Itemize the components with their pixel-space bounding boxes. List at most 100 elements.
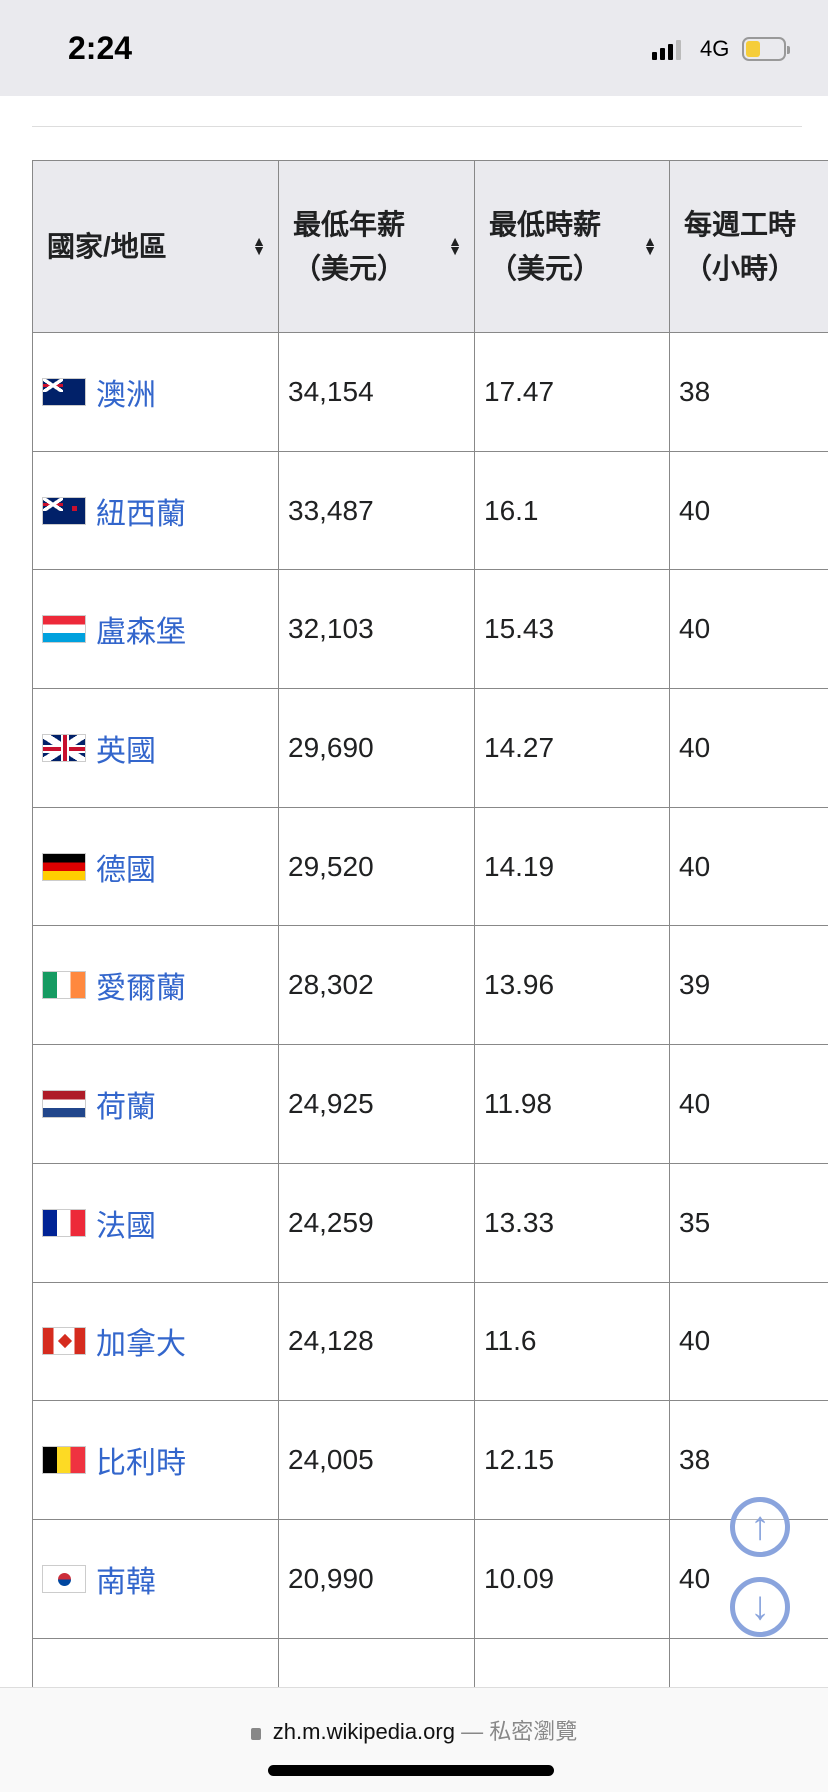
separator: — [454,1719,490,1744]
hourly-wage-cell: 17.47 [474,332,670,452]
network-type: 4G [700,36,730,61]
arrow-down-icon: ↓ [750,1584,770,1628]
browser-bottom-bar: zh.m.wikipedia.org — 私密瀏覽 [0,1687,828,1792]
table-row: 荷蘭 24,925 11.98 40 [32,1044,828,1164]
flag-france-icon [42,1208,86,1237]
country-link[interactable]: 愛爾蘭 [96,972,186,1006]
hourly-wage-cell: 13.96 [474,925,670,1046]
flag-australia-icon [42,377,86,406]
flag-south-korea-icon [42,1564,86,1593]
table-row: 南韓 20,990 10.09 40 [32,1518,828,1639]
home-indicator[interactable] [268,1765,554,1776]
country-link[interactable]: 紐西蘭 [96,497,186,531]
hourly-wage-cell: 11.98 [474,1044,670,1164]
weekly-hours-cell: 40 [669,1044,828,1164]
country-link[interactable]: 比利時 [96,1447,186,1481]
hourly-wage-cell: 11.6 [474,1281,670,1402]
battery-icon [742,37,790,61]
country-link[interactable]: 德國 [96,853,156,887]
sort-icon[interactable]: ▲ ▼ [643,233,657,258]
weekly-hours-cell: 35 [669,1162,828,1283]
table-row: 德國 29,520 14.19 40 [32,806,828,927]
hourly-wage-cell: 12.15 [474,1400,670,1520]
url-bar[interactable]: zh.m.wikipedia.org — 私密瀏覽 [0,1714,828,1746]
table-row: 澳洲 34,154 17.47 38 [32,332,828,452]
header-label: 每週工時 [684,209,797,241]
column-header[interactable]: 國家/地區 ▲ ▼ [32,160,279,333]
annual-wage-cell: 34,154 [278,332,475,452]
sort-icon[interactable]: ▲ ▼ [252,233,266,258]
minimum-wage-table: 國家/地區 ▲ ▼ 最低年薪 （美元） ▲ ▼ 最低時薪 （美元） ▲ ▼ 每週工時 （小時） 澳洲 3… [32,160,828,1687]
weekly-hours-cell: 40 [669,688,828,808]
table-row: 比利時 24,005 12.15 38 [32,1400,828,1520]
flag-uk-icon [42,733,86,762]
country-link[interactable]: 荷蘭 [96,1090,156,1124]
header-unit: （美元） [293,252,406,284]
weekly-hours-cell: 40 [669,806,828,927]
status-bar: 2:24 4G [0,0,828,96]
weekly-hours-cell: 40 [669,1281,828,1402]
weekly-hours-cell: 38 [669,1400,828,1520]
weekly-hours-cell: 40 [669,569,828,690]
table-row: 加拿大 24,128 11.6 40 [32,1281,828,1402]
country-link[interactable]: 南韓 [96,1565,156,1599]
header-unit: （美元） [489,252,602,284]
country-cell: 南韓 [32,1518,279,1639]
column-header[interactable]: 最低時薪 （美元） ▲ ▼ [474,160,670,333]
country-link[interactable]: 盧森堡 [96,616,186,650]
weekly-hours-cell: 38 [669,332,828,452]
annual-wage-cell: 29,690 [278,688,475,808]
annual-wage-cell: 29,520 [278,806,475,927]
lock-icon [250,1728,261,1740]
flag-new-zealand-icon [42,496,86,525]
clock: 2:24 [68,30,133,66]
country-cell: 加拿大 [32,1281,279,1402]
scroll-up-button[interactable]: ↑ [730,1497,790,1557]
flag-luxembourg-icon [42,615,86,644]
country-cell: 德國 [32,806,279,927]
country-cell: 法國 [32,1162,279,1283]
weekly-hours-cell: 40 [669,450,828,571]
country-cell [32,1637,279,1687]
country-link[interactable]: 英國 [96,734,156,768]
country-cell: 比利時 [32,1400,279,1520]
hourly-wage-cell: 14.19 [474,806,670,927]
column-header[interactable]: 最低年薪 （美元） ▲ ▼ [278,160,475,333]
header-label: 國家/地區 [47,230,167,262]
weekly-hours-cell: 39 [669,925,828,1046]
annual-wage-cell: 24,259 [278,1162,475,1283]
hourly-wage-cell [474,1637,670,1687]
country-cell: 紐西蘭 [32,450,279,571]
country-cell: 愛爾蘭 [32,925,279,1046]
column-header[interactable]: 每週工時 （小時） [669,160,828,333]
country-link[interactable]: 澳洲 [96,378,156,412]
header-label: 最低年薪 [293,209,406,241]
hourly-wage-cell: 15.43 [474,569,670,690]
hourly-wage-cell: 10.09 [474,1518,670,1639]
header-unit: （小時） [684,252,797,284]
table-row: 愛爾蘭 28,302 13.96 39 [32,925,828,1046]
flag-ireland-icon [42,971,86,1000]
annual-wage-cell [278,1637,475,1687]
country-cell: 盧森堡 [32,569,279,690]
country-cell: 英國 [32,688,279,808]
hourly-wage-cell: 14.27 [474,688,670,808]
country-cell: 澳洲 [32,332,279,452]
weekly-hours-cell [669,1637,828,1687]
country-link[interactable]: 加拿大 [96,1328,186,1362]
scroll-down-button[interactable]: ↓ [730,1577,790,1637]
divider [32,126,802,127]
annual-wage-cell: 33,487 [278,450,475,571]
sort-icon[interactable]: ▲ ▼ [448,233,462,258]
flag-germany-icon [42,852,86,881]
domain: zh.m.wikipedia.org [272,1719,455,1744]
annual-wage-cell: 24,128 [278,1281,475,1402]
hourly-wage-cell: 13.33 [474,1162,670,1283]
country-link[interactable]: 法國 [96,1209,156,1243]
annual-wage-cell: 24,925 [278,1044,475,1164]
private-mode-label: 私密瀏覽 [489,1719,578,1744]
arrow-up-icon: ↑ [750,1504,770,1548]
table-row: 英國 29,690 14.27 40 [32,688,828,808]
annual-wage-cell: 24,005 [278,1400,475,1520]
flag-canada-icon [42,1327,86,1356]
